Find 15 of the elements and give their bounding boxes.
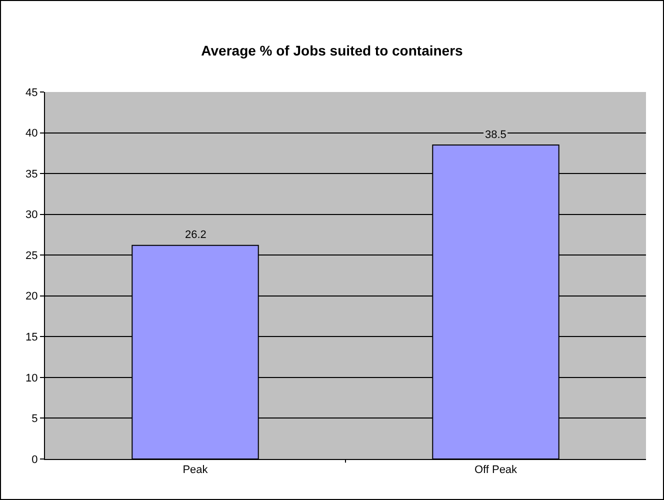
data-label: 38.5 [485,129,506,141]
y-tick-label: 20 [26,290,38,303]
y-tick-label: 35 [26,168,38,180]
y-tick-label: 25 [26,250,38,262]
y-tick-label: 5 [32,413,38,426]
y-tick-label: 0 [32,454,38,466]
y-tick-label: 10 [26,372,38,384]
chart-title: Average % of Jobs suited to containers [201,42,464,59]
data-label: 26.2 [185,229,206,241]
y-tick-label: 15 [26,332,38,344]
y-tick-label: 30 [26,209,38,222]
x-tick-label: Peak [182,464,208,476]
y-tick-label: 45 [26,86,38,99]
y-tick-label: 40 [26,128,38,140]
x-tick-label: Off Peak [474,464,518,476]
